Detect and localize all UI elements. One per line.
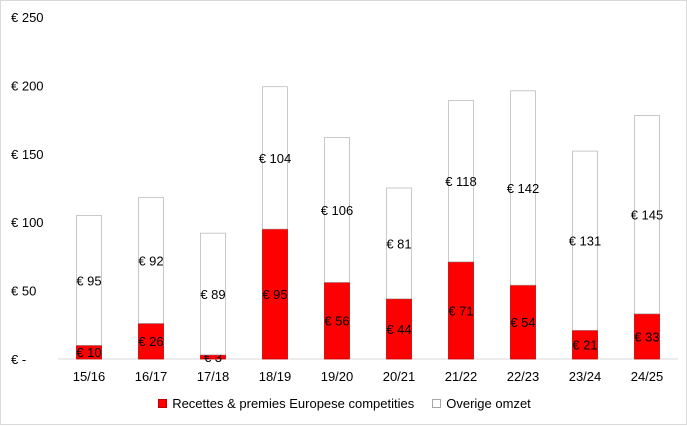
bar-other-segment <box>448 100 474 263</box>
legend: Recettes & premies Europese competities … <box>1 396 687 411</box>
y-tick-label: € 50 <box>11 284 36 299</box>
data-label-european: € 21 <box>572 338 597 353</box>
x-tick-label: 21/22 <box>445 369 478 384</box>
bar-other-segment <box>510 90 536 286</box>
data-label-other: € 92 <box>138 254 163 269</box>
data-label-european: € 26 <box>138 334 163 349</box>
data-label-other: € 81 <box>386 236 411 251</box>
data-label-other: € 104 <box>259 151 292 166</box>
legend-swatch-other <box>432 399 442 408</box>
y-tick-label: € - <box>11 352 26 367</box>
bar-other-segment <box>138 197 164 324</box>
data-label-european: € 54 <box>510 315 535 330</box>
y-tick-label: € 200 <box>11 78 44 93</box>
bar-european-segment <box>262 228 288 360</box>
bar-european-segment <box>572 329 598 360</box>
legend-label-other: Overige omzet <box>446 396 531 411</box>
bar-other-segment <box>386 187 412 300</box>
data-label-european: € 44 <box>386 322 411 337</box>
x-tick-label: 15/16 <box>73 369 106 384</box>
x-tick-label: 23/24 <box>569 369 602 384</box>
bar-other-segment <box>76 215 102 346</box>
data-label-european: € 71 <box>448 303 473 318</box>
data-label-other: € 118 <box>445 174 477 189</box>
data-label-european: € 95 <box>262 287 287 302</box>
x-tick-label: 16/17 <box>135 369 168 384</box>
bar-other-segment <box>262 86 288 230</box>
data-label-european: € 33 <box>634 329 659 344</box>
data-label-european: € 56 <box>324 314 349 329</box>
y-tick-label: € 250 <box>11 10 44 25</box>
legend-label-european: Recettes & premies Europese competities <box>172 396 415 411</box>
y-tick-label: € 100 <box>11 215 44 230</box>
data-label-other: € 95 <box>76 273 101 288</box>
x-tick-label: 18/19 <box>259 369 292 384</box>
bar-european-segment <box>324 281 350 360</box>
data-label-other: € 145 <box>631 208 664 223</box>
x-tick-label: 22/23 <box>507 369 540 384</box>
x-tick-label: 19/20 <box>321 369 354 384</box>
x-tick-label: 20/21 <box>383 369 416 384</box>
bar-european-segment <box>634 313 660 360</box>
x-tick-label: 24/25 <box>631 369 664 384</box>
data-label-other: € 142 <box>507 181 540 196</box>
bar-other-segment <box>324 137 350 283</box>
x-tick-label: 17/18 <box>197 369 230 384</box>
legend-swatch-european <box>158 399 168 408</box>
legend-item-other: Overige omzet <box>432 396 531 411</box>
data-label-european: € 10 <box>76 345 101 360</box>
legend-item-european: Recettes & premies Europese competities <box>158 396 414 411</box>
data-label-other: € 89 <box>200 287 225 302</box>
bar-other-segment <box>634 115 660 315</box>
y-tick-label: € 150 <box>11 147 44 162</box>
data-label-other: € 106 <box>321 203 354 218</box>
bar-other-segment <box>200 232 226 356</box>
data-label-other: € 131 <box>569 234 602 249</box>
bar-other-segment <box>572 150 598 331</box>
bar-european-segment <box>448 261 474 360</box>
bar-european-segment <box>138 323 164 360</box>
